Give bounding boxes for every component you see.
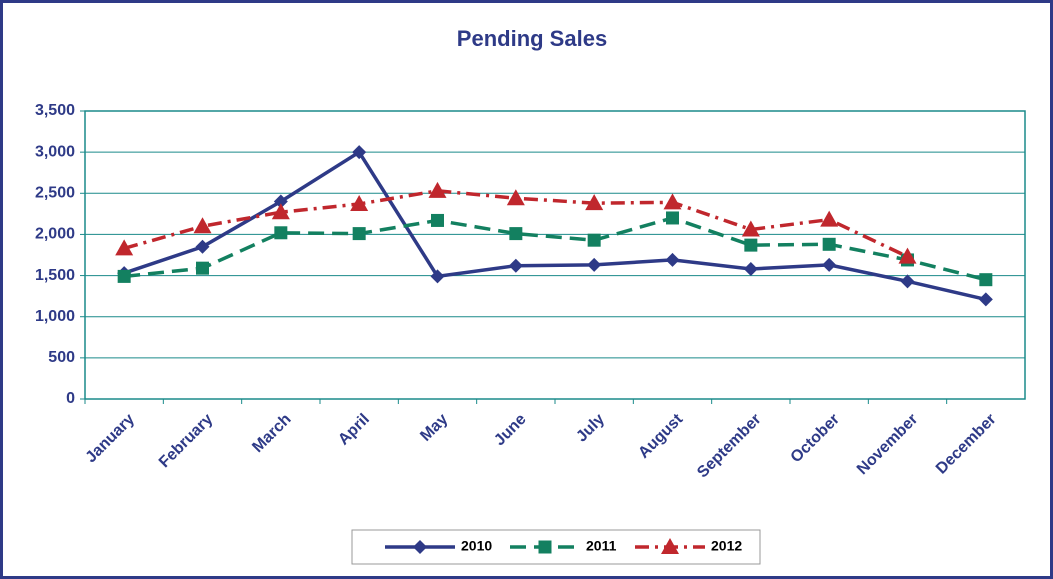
data-point — [820, 210, 839, 227]
y-tick-label: 1,500 — [35, 267, 75, 284]
data-point — [352, 145, 367, 160]
y-tick-label: 3,500 — [35, 102, 75, 119]
legend-marker — [538, 540, 552, 554]
data-point — [428, 181, 447, 198]
data-point — [273, 194, 288, 209]
data-point — [898, 247, 917, 264]
data-point — [585, 194, 604, 211]
series-line — [123, 216, 987, 282]
y-tick-label: 500 — [48, 349, 75, 366]
data-point — [506, 189, 525, 206]
data-point — [352, 227, 366, 241]
data-point — [115, 239, 134, 256]
legend-marker — [413, 540, 427, 554]
data-point — [193, 217, 212, 234]
data-point — [195, 239, 210, 254]
legend-label: 2012 — [711, 538, 742, 554]
legend-label: 2010 — [461, 538, 492, 554]
y-tick-label: 1,000 — [35, 308, 75, 325]
y-tick-label: 2,500 — [35, 185, 75, 202]
data-point — [741, 220, 760, 237]
data-point — [431, 213, 444, 227]
series-line — [123, 149, 987, 302]
legend-marker — [661, 538, 679, 554]
legend-label: 2011 — [586, 538, 617, 554]
plot-area — [84, 110, 1026, 400]
data-point — [979, 273, 993, 287]
data-point — [587, 233, 601, 247]
data-point — [509, 227, 523, 241]
data-point — [350, 194, 369, 211]
chart-title: Pending Sales — [457, 26, 607, 51]
data-point — [822, 237, 836, 251]
y-tick-label: 2,000 — [35, 226, 75, 243]
data-point — [822, 257, 837, 272]
data-point — [978, 292, 993, 307]
data-point — [430, 269, 445, 284]
y-tick-label: 0 — [66, 390, 75, 407]
data-point — [665, 252, 680, 267]
y-tick-label: 3,000 — [35, 143, 75, 160]
data-point — [196, 261, 209, 275]
data-point — [743, 261, 758, 276]
data-point — [666, 211, 679, 225]
data-point — [117, 269, 131, 283]
data-point — [744, 238, 758, 252]
data-point — [663, 193, 682, 210]
data-point — [271, 203, 290, 220]
data-point — [508, 258, 523, 273]
data-point — [274, 226, 288, 240]
data-point — [900, 274, 915, 289]
data-point — [587, 257, 602, 272]
